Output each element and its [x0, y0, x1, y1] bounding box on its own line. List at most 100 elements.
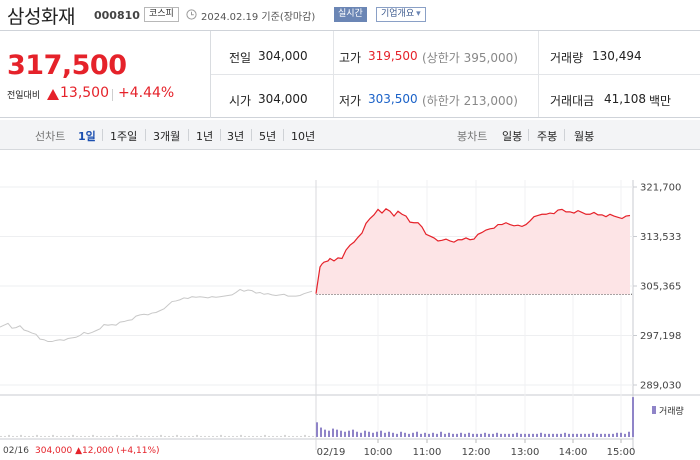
volume-bar	[576, 433, 578, 437]
open-label: 시가	[229, 94, 252, 108]
volume-bar	[172, 435, 174, 437]
volume-label: 거래량	[550, 51, 584, 65]
volume-bar	[540, 432, 542, 437]
volume-bar	[232, 435, 234, 437]
volume-bar	[504, 433, 506, 437]
volume-bar	[272, 435, 274, 437]
volume-bar	[332, 428, 334, 437]
volume-bar	[240, 434, 242, 437]
volume-bar	[508, 433, 510, 437]
tab-10years[interactable]: 10년	[291, 130, 316, 143]
volume-bar	[516, 432, 518, 437]
volume-bar	[52, 434, 54, 437]
volume-value: 130,494	[592, 49, 642, 63]
x-tick-label: 02/19	[317, 447, 346, 458]
volume-bar	[360, 432, 362, 437]
volume-bar	[608, 433, 610, 437]
volume-bar	[496, 432, 498, 437]
volume-bar	[72, 434, 74, 437]
volume-bar	[200, 435, 202, 437]
volume-bar	[224, 435, 226, 437]
line-chart-heading[interactable]: 선차트	[35, 130, 66, 143]
volume-bar	[100, 435, 102, 437]
volume-bar	[8, 434, 10, 437]
y-tick-label: 305,365	[640, 282, 681, 293]
prev-close-value: 304,000	[258, 49, 308, 63]
x-tick-label: 12:00	[462, 447, 491, 458]
market-badge: 코스피	[144, 7, 179, 22]
x-tick-label: 13:00	[511, 447, 540, 458]
tab-1week[interactable]: 1주일	[110, 130, 138, 143]
tab-monthly-candle[interactable]: 월봉	[574, 130, 595, 143]
volume-bar	[32, 435, 34, 437]
volume-bar	[544, 433, 546, 437]
volume-bar	[24, 435, 26, 437]
tab-weekly-candle[interactable]: 주봉	[537, 130, 558, 143]
volume-bar	[44, 435, 46, 437]
volume-bar	[92, 434, 94, 437]
volume-bar	[404, 432, 406, 437]
upper-limit: (상한가 395,000)	[422, 51, 518, 65]
volume-bar	[196, 434, 198, 437]
chevron-down-icon: ▾	[416, 9, 421, 19]
trade-amount-unit: 백만	[649, 94, 672, 108]
lower-limit: (하한가 213,000)	[422, 94, 518, 108]
tab-divider	[528, 129, 529, 141]
volume-bar	[264, 434, 266, 437]
price-chart[interactable]: 321,700 313,533 305,365 297,198 289,030 02/19…	[0, 150, 700, 460]
volume-bar	[84, 435, 86, 437]
volume-bar	[324, 429, 326, 437]
tab-1day[interactable]: 1일	[78, 130, 96, 143]
y-tick-label: 297,198	[640, 331, 681, 342]
price-area-fill	[316, 208, 630, 295]
volume-bar	[68, 435, 70, 437]
volume-bar	[180, 435, 182, 437]
trade-amount-value: 41,108	[604, 92, 646, 106]
company-name: 삼성화재	[7, 6, 75, 28]
volume-bar	[572, 433, 574, 437]
volume-bar	[448, 432, 450, 437]
volume-bar	[488, 433, 490, 437]
realtime-button[interactable]: 실시간	[334, 7, 367, 22]
company-overview-dropdown[interactable]: 기업개요 ▾	[376, 7, 426, 22]
tab-1year[interactable]: 1년	[196, 130, 214, 143]
volume-bar	[556, 433, 558, 437]
volume-bar	[12, 435, 14, 437]
volume-bar	[168, 435, 170, 437]
volume-bar	[344, 431, 346, 437]
volume-bar	[432, 432, 434, 437]
volume-bar	[300, 435, 302, 437]
volume-bar	[256, 435, 258, 437]
tab-5years[interactable]: 5년	[259, 130, 277, 143]
candle-chart-heading[interactable]: 봉차트	[457, 130, 488, 143]
x-tick-label: 10:00	[364, 447, 393, 458]
volume-bar	[136, 434, 138, 437]
volume-bar	[512, 433, 514, 437]
volume-bar	[228, 435, 230, 437]
volume-bar	[628, 431, 630, 437]
high-value: 319,500	[368, 49, 418, 63]
volume-bar	[456, 433, 458, 437]
change-divider	[112, 89, 113, 101]
volume-bar	[280, 435, 282, 437]
volume-bar	[104, 435, 106, 437]
prev-day-info: 304,000 ▲12,000 (+4,11%)	[35, 446, 160, 456]
tab-3years[interactable]: 3년	[227, 130, 245, 143]
x-tick-label: 15:00	[607, 447, 636, 458]
volume-bar	[244, 435, 246, 437]
tab-3months[interactable]: 3개월	[153, 130, 181, 143]
today-price-line	[315, 208, 631, 294]
volume-bar	[624, 433, 626, 437]
prev-day-date: 02/16	[3, 446, 29, 456]
volume-bar	[552, 433, 554, 437]
tab-daily-candle[interactable]: 일봉	[502, 130, 523, 143]
volume-bar	[40, 435, 42, 437]
volume-bar	[472, 433, 474, 437]
volume-bar	[476, 433, 478, 437]
as-of-date: 2024.02.19 기준(장마감)	[201, 12, 316, 23]
volume-bar	[436, 433, 438, 437]
volume-bar	[192, 435, 194, 437]
volume-bar	[352, 429, 354, 437]
volume-bar	[380, 430, 382, 437]
volume-bar	[236, 435, 238, 437]
